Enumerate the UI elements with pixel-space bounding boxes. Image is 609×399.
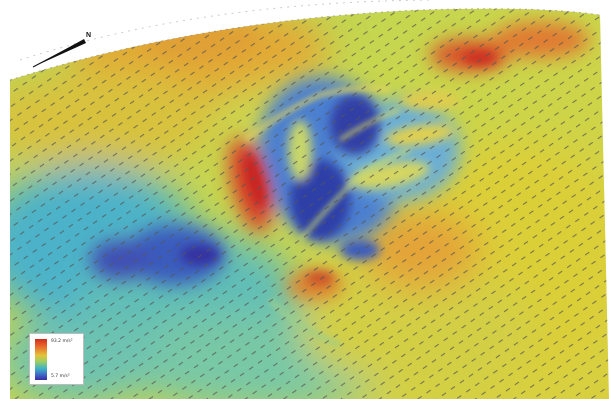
north-arrow-icon: [32, 39, 86, 68]
color-legend: 93.2 m/s² 5.7 m/s²: [29, 333, 84, 385]
legend-color-bar: [35, 339, 47, 380]
legend-max-label: 93.2 m/s²: [51, 339, 73, 344]
legend-min-label: 5.7 m/s²: [51, 374, 70, 379]
north-label: N: [86, 32, 92, 39]
